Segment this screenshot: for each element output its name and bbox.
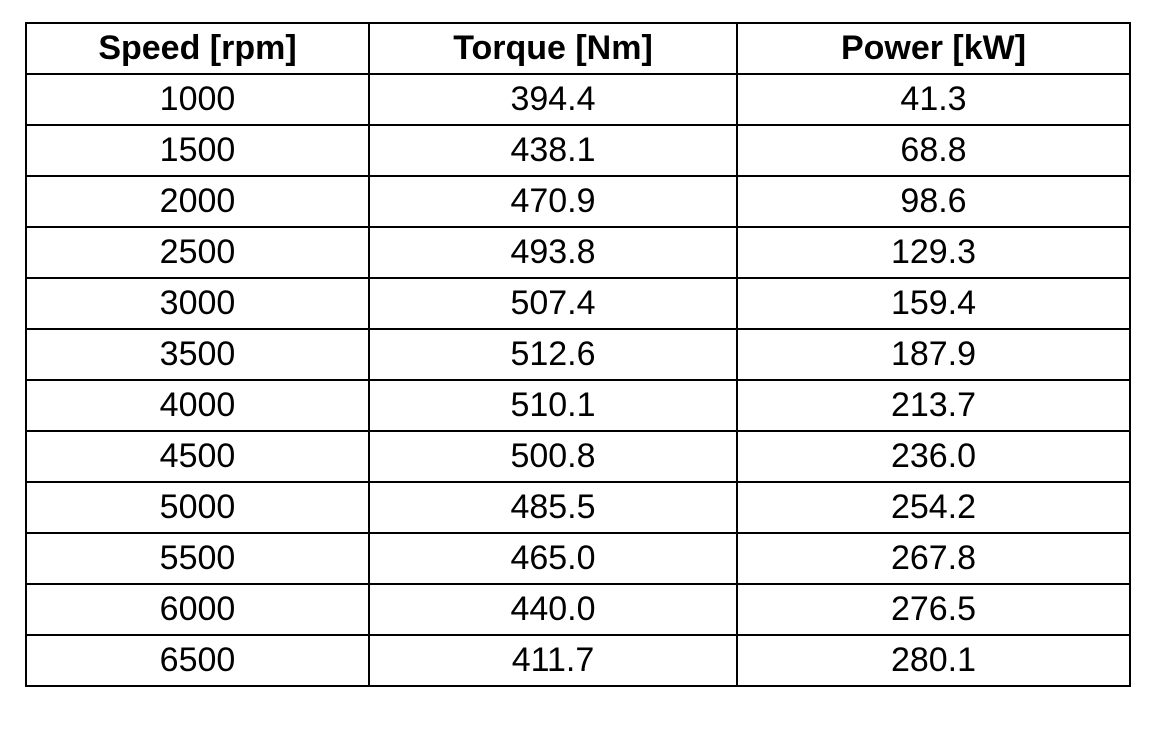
torque-cell: 507.4 <box>368 277 738 330</box>
speed-cell: 1500 <box>25 124 370 177</box>
torque-cell: 470.9 <box>368 175 738 228</box>
torque-cell: 510.1 <box>368 379 738 432</box>
speed-cell: 1000 <box>25 73 370 126</box>
torque-cell: 493.8 <box>368 226 738 279</box>
speed-cell: 4500 <box>25 430 370 483</box>
table-row: 2000 470.9 98.6 <box>25 175 1131 228</box>
data-table: Speed [rpm] Torque [Nm] Power [kW] 1000 3… <box>25 22 1131 687</box>
power-cell: 236.0 <box>736 430 1131 483</box>
speed-cell: 4000 <box>25 379 370 432</box>
power-cell: 68.8 <box>736 124 1131 177</box>
speed-cell: 5500 <box>25 532 370 585</box>
speed-cell: 2500 <box>25 226 370 279</box>
power-cell: 41.3 <box>736 73 1131 126</box>
table-row: 1000 394.4 41.3 <box>25 73 1131 126</box>
table-row: 5500 465.0 267.8 <box>25 532 1131 585</box>
torque-cell: 440.0 <box>368 583 738 636</box>
column-header-torque: Torque [Nm] <box>368 22 738 75</box>
torque-cell: 512.6 <box>368 328 738 381</box>
power-cell: 267.8 <box>736 532 1131 585</box>
power-cell: 276.5 <box>736 583 1131 636</box>
table-row: 3500 512.6 187.9 <box>25 328 1131 381</box>
speed-cell: 6000 <box>25 583 370 636</box>
power-cell: 98.6 <box>736 175 1131 228</box>
speed-cell: 3500 <box>25 328 370 381</box>
torque-cell: 438.1 <box>368 124 738 177</box>
torque-cell: 394.4 <box>368 73 738 126</box>
power-cell: 129.3 <box>736 226 1131 279</box>
table-row: 6000 440.0 276.5 <box>25 583 1131 636</box>
table-row: 6500 411.7 280.1 <box>25 634 1131 687</box>
table-row: 4000 510.1 213.7 <box>25 379 1131 432</box>
table-row: 1500 438.1 68.8 <box>25 124 1131 177</box>
table-row: 2500 493.8 129.3 <box>25 226 1131 279</box>
table-row: 4500 500.8 236.0 <box>25 430 1131 483</box>
power-cell: 159.4 <box>736 277 1131 330</box>
column-header-speed: Speed [rpm] <box>25 22 370 75</box>
table-row: 5000 485.5 254.2 <box>25 481 1131 534</box>
power-cell: 254.2 <box>736 481 1131 534</box>
torque-cell: 500.8 <box>368 430 738 483</box>
column-header-power: Power [kW] <box>736 22 1131 75</box>
speed-cell: 5000 <box>25 481 370 534</box>
speed-cell: 2000 <box>25 175 370 228</box>
speed-cell: 3000 <box>25 277 370 330</box>
torque-cell: 411.7 <box>368 634 738 687</box>
header-row: Speed [rpm] Torque [Nm] Power [kW] <box>25 22 1131 75</box>
table-row: 3000 507.4 159.4 <box>25 277 1131 330</box>
torque-cell: 465.0 <box>368 532 738 585</box>
power-cell: 187.9 <box>736 328 1131 381</box>
speed-cell: 6500 <box>25 634 370 687</box>
torque-cell: 485.5 <box>368 481 738 534</box>
power-cell: 280.1 <box>736 634 1131 687</box>
power-cell: 213.7 <box>736 379 1131 432</box>
